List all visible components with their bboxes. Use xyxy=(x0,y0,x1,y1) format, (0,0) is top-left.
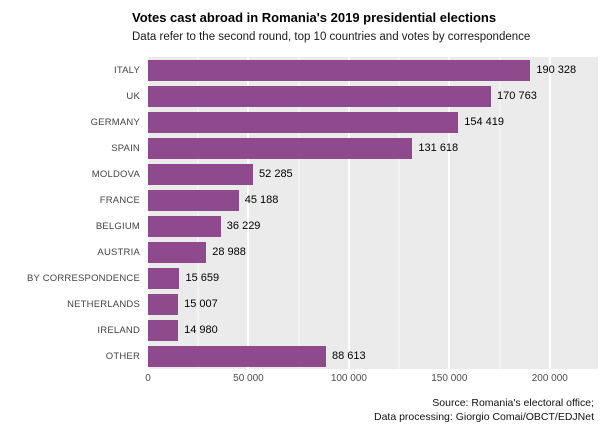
bar xyxy=(148,163,254,185)
bar-row: 52 285 xyxy=(148,161,598,187)
bar-row: 45 188 xyxy=(148,187,598,213)
bar-row: 15 659 xyxy=(148,265,598,291)
bar-row: 154 419 xyxy=(148,109,598,135)
chart-subtitle: Data refer to the second round, top 10 c… xyxy=(132,31,531,44)
bar-row: 88 613 xyxy=(148,343,598,369)
chart-title: Votes cast abroad in Romania's 2019 pres… xyxy=(132,10,497,25)
category-label: BY CORRESPONDENCE xyxy=(26,272,140,284)
category-label: MOLDOVA xyxy=(91,168,140,180)
category-label: BELGIUM xyxy=(95,220,140,232)
x-axis: 0 50 000 100 000 150 000 200 000 xyxy=(145,373,598,388)
minor-gridline xyxy=(398,57,400,370)
bar-row: 14 980 xyxy=(148,317,598,343)
category-label: FRANCE xyxy=(99,194,140,206)
value-label: 131 618 xyxy=(418,142,459,155)
category-label: AUSTRIA xyxy=(97,246,140,258)
bar-row: 36 229 xyxy=(148,213,598,239)
gridline xyxy=(448,57,451,370)
chart-header: Votes cast abroad in Romania's 2019 pres… xyxy=(0,0,602,49)
value-label: 88 613 xyxy=(332,350,366,363)
x-tick-label: 200 000 xyxy=(531,373,568,385)
category-label: IRELAND xyxy=(97,324,140,336)
gridline xyxy=(247,57,250,370)
value-label: 28 988 xyxy=(212,246,246,259)
x-tick-label: 100 000 xyxy=(330,373,367,385)
bar-row: 131 618 xyxy=(148,135,598,161)
category-labels: ITALY UK GERMANY SPAIN MOLDOVA FRANCE BELGIUM A… xyxy=(0,57,148,369)
bar xyxy=(148,293,179,315)
x-tick-label: 50 000 xyxy=(233,373,264,385)
bar-rows: 190 328 170 763 154 419 131 618 52 285 45 188… xyxy=(148,57,598,369)
bar xyxy=(148,189,239,211)
category-label: GERMANY xyxy=(90,116,140,128)
bar xyxy=(148,215,221,237)
bar-chart: ITALY UK GERMANY SPAIN MOLDOVA FRANCE BELGIUM A… xyxy=(0,57,602,370)
bar xyxy=(148,319,179,341)
category-label: OTHER xyxy=(105,350,140,362)
minor-gridline xyxy=(197,57,199,370)
value-label: 45 188 xyxy=(244,194,279,207)
bar xyxy=(148,137,413,159)
value-label: 170 763 xyxy=(497,90,537,103)
category-label: UK xyxy=(126,90,140,102)
minor-gridline xyxy=(499,57,501,370)
value-label: 52 285 xyxy=(259,168,293,181)
bar-row: 28 988 xyxy=(148,239,598,265)
bar xyxy=(148,241,207,263)
value-label: 15 007 xyxy=(184,298,218,311)
bar xyxy=(148,345,327,367)
bar xyxy=(148,85,492,107)
value-label: 154 419 xyxy=(464,116,504,129)
bar-row: 190 328 xyxy=(148,57,598,83)
category-label: ITALY xyxy=(114,64,140,76)
bar xyxy=(148,267,180,289)
source-line-1: Source: Romania's electoral office; xyxy=(432,397,594,410)
gridlines xyxy=(147,57,598,370)
x-tick-label: 150 000 xyxy=(431,373,468,385)
value-label: 36 229 xyxy=(226,220,261,233)
bar-row: 170 763 xyxy=(148,83,598,109)
value-label: 14 980 xyxy=(184,324,218,337)
source-note: Source: Romania's electoral office; Data… xyxy=(0,388,602,424)
value-label: 15 659 xyxy=(185,272,220,285)
category-label: SPAIN xyxy=(111,142,140,154)
minor-gridline xyxy=(298,57,300,370)
bar xyxy=(148,111,459,133)
gridline xyxy=(147,57,149,370)
value-label: 190 328 xyxy=(536,64,577,77)
gridline xyxy=(548,57,551,370)
bar-row: 15 007 xyxy=(148,291,598,317)
source-line-2: Data processing: Giorgio Comai/OBCT/EDJN… xyxy=(374,410,594,423)
bar xyxy=(148,59,531,81)
x-tick-label: 0 xyxy=(145,373,151,385)
category-label: NETHERLANDS xyxy=(67,298,140,310)
plot-panel: 190 328 170 763 154 419 131 618 52 285 45 188… xyxy=(147,57,598,370)
gridline xyxy=(347,57,350,370)
